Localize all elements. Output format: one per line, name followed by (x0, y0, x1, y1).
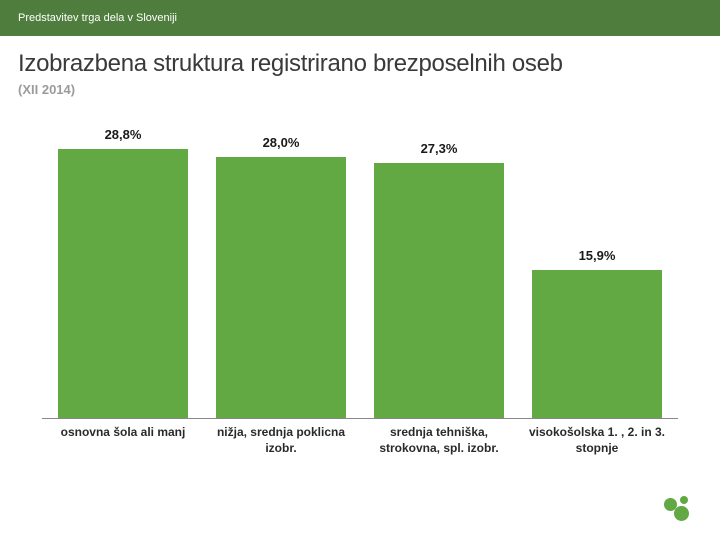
bar-value-label: 27,3% (374, 141, 504, 156)
bar (58, 149, 188, 418)
category-label: visokošolska 1. , 2. in 3. stopnje (522, 425, 672, 456)
category-label: osnovna šola ali manj (48, 425, 198, 441)
bar-column: 27,3% (374, 163, 504, 418)
bar (532, 270, 662, 418)
bar-column: 28,0% (216, 157, 346, 418)
category-label: nižja, srednja poklicna izobr. (206, 425, 356, 456)
header-bar: Predstavitev trga dela v Sloveniji (0, 0, 720, 36)
bar-column: 28,8% (58, 149, 188, 418)
bar-column: 15,9% (532, 270, 662, 418)
title-block: Izobrazbena struktura registrirano brezp… (0, 36, 720, 101)
bar-value-label: 28,0% (216, 135, 346, 150)
bar-value-label: 28,8% (58, 127, 188, 142)
header-text: Predstavitev trga dela v Sloveniji (18, 12, 177, 24)
footer-logo-icon (664, 496, 694, 526)
bar-value-label: 15,9% (532, 248, 662, 263)
category-label: srednja tehniška, strokovna, spl. izobr. (364, 425, 514, 456)
bar (216, 157, 346, 418)
bar-chart: 28,8% 28,0% 27,3% 15,9% osnovna šola ali… (42, 139, 678, 469)
chart-plot-area: 28,8% 28,0% 27,3% 15,9% (42, 139, 678, 419)
bar (374, 163, 504, 418)
page-title: Izobrazbena struktura registrirano brezp… (18, 50, 702, 78)
page-subtitle: (XII 2014) (18, 82, 702, 97)
